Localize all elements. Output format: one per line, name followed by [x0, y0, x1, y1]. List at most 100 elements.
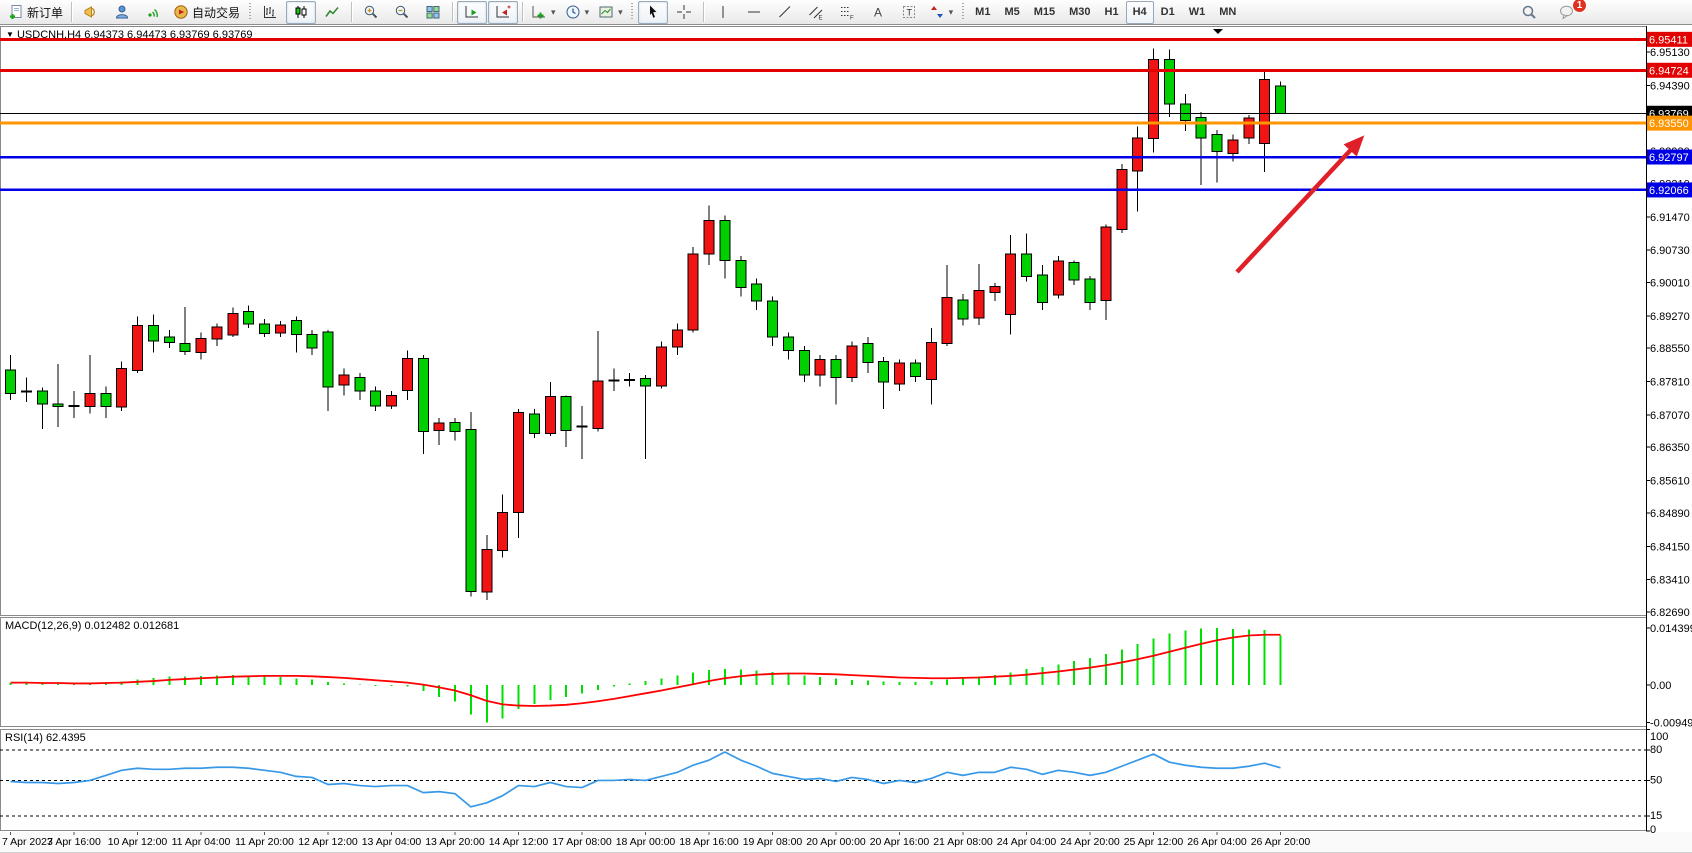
svg-text:80: 80 [1650, 744, 1662, 756]
autotrading-button[interactable]: 自动交易 [169, 1, 244, 24]
rsi-indicator-label: RSI(14) 62.4395 [5, 732, 86, 744]
candlestick-chart-icon [295, 6, 307, 18]
svg-text:15: 15 [1650, 810, 1662, 822]
svg-text:21 Apr 08:00: 21 Apr 08:00 [933, 836, 993, 848]
bar-chart-icon [264, 6, 277, 18]
toolbar-right-group: 1 [1514, 0, 1587, 24]
period-button-M15[interactable]: M15 [1033, 6, 1056, 18]
profile-button[interactable] [107, 1, 137, 24]
svg-text:26 Apr 04:00: 26 Apr 04:00 [1187, 836, 1247, 848]
zoom-in-icon [364, 5, 378, 19]
search-icon [1522, 5, 1536, 19]
indicators-icon [532, 6, 546, 19]
price-axis: 6.951306.943906.936506.929306.922106.914… [1646, 47, 1690, 619]
svg-text:6.90010: 6.90010 [1650, 277, 1690, 289]
dropdown-caret: ▾ [584, 6, 590, 17]
signal-icon [148, 8, 158, 18]
period-button-H4[interactable]: H4 [1125, 0, 1154, 24]
line-chart-icon [325, 7, 339, 17]
indicators-button[interactable]: ▾ [527, 1, 560, 24]
svg-text:26 Apr 20:00: 26 Apr 20:00 [1251, 836, 1311, 848]
candlestick-series [5, 48, 1286, 600]
svg-text:F: F [850, 16, 854, 21]
period-button-M1[interactable]: M1 [975, 6, 991, 18]
period-button-D1[interactable]: D1 [1160, 6, 1175, 18]
symbol-collapse-icon[interactable]: ▼ [6, 30, 14, 39]
price-chart[interactable]: 6.951306.943906.936506.929306.922106.914… [0, 25, 1692, 853]
cursor-tool-button[interactable] [637, 0, 668, 24]
svg-text:0.00: 0.00 [1650, 680, 1671, 692]
chat-bubble-icon [1560, 5, 1573, 20]
svg-text:50: 50 [1650, 774, 1662, 786]
macd-signal-line [10, 633, 1281, 707]
svg-text:7 Apr 16:00: 7 Apr 16:00 [47, 836, 101, 848]
vertical-line-tool-button[interactable] [708, 1, 738, 24]
svg-text:6.89270: 6.89270 [1650, 311, 1690, 323]
arrows-tool-button[interactable]: ▾ [925, 1, 958, 24]
period-button-W1[interactable]: W1 [1188, 6, 1206, 18]
svg-text:11 Apr 20:00: 11 Apr 20:00 [235, 836, 294, 848]
clock-icon [566, 5, 580, 19]
svg-text:6.85610: 6.85610 [1650, 476, 1690, 488]
svg-text:6.86350: 6.86350 [1650, 442, 1690, 454]
horizontal-line-tool-button[interactable] [739, 1, 769, 24]
dropdown-caret: ▾ [551, 6, 556, 17]
period-button-MN[interactable]: MN [1219, 6, 1237, 18]
crosshair-tool-button[interactable] [669, 1, 699, 24]
toolbar-separator [702, 2, 704, 22]
channel-tool-button[interactable]: E [801, 1, 831, 24]
macd-indicator-label: MACD(12,26,9) 0.012482 0.012681 [5, 620, 180, 632]
bar-chart-button[interactable] [255, 1, 285, 24]
horizontal-level-lines[interactable] [0, 37, 1646, 192]
text-tool-button[interactable]: A [863, 1, 893, 24]
symbol-ohlc-title: USDCNH,H4 6.94373 6.94473 6.93769 6.9376… [16, 29, 253, 41]
dropdown-caret: ▾ [948, 6, 954, 17]
svg-text:6.82690: 6.82690 [1650, 607, 1690, 619]
autotrading-label: 自动交易 [192, 5, 241, 20]
signals-button[interactable] [138, 1, 168, 24]
svg-text:6.95130: 6.95130 [1650, 47, 1690, 59]
toolbar-drag-handle [630, 3, 634, 21]
trend-arrow-annotation[interactable] [1235, 135, 1365, 274]
cursor-icon [649, 5, 657, 18]
text-label-icon: T [902, 6, 915, 18]
svg-text:6.91470: 6.91470 [1650, 212, 1690, 224]
svg-text:20 Apr 16:00: 20 Apr 16:00 [870, 836, 930, 848]
periods-button[interactable]: ▾ [561, 1, 594, 24]
pane-frames [0, 26, 1692, 853]
chart-shift-marker[interactable] [1213, 29, 1223, 34]
svg-text:0.014399: 0.014399 [1650, 623, 1692, 635]
period-button-M30[interactable]: M30 [1069, 6, 1091, 18]
svg-text:10 Apr 12:00: 10 Apr 12:00 [108, 836, 168, 848]
alerts-button[interactable] [76, 1, 106, 24]
line-chart-button[interactable] [317, 1, 347, 24]
templates-button[interactable]: ▾ [594, 1, 627, 24]
svg-text:19 Apr 08:00: 19 Apr 08:00 [743, 836, 803, 848]
chart-shift-button[interactable] [488, 0, 519, 24]
svg-text:6.94724: 6.94724 [1649, 65, 1689, 77]
period-button-H1[interactable]: H1 [1104, 6, 1119, 18]
new-order-button[interactable]: 新订单 [4, 1, 67, 24]
chat-button[interactable]: 1 [1552, 0, 1587, 24]
zoom-out-button[interactable] [387, 1, 417, 24]
svg-text:24 Apr 04:00: 24 Apr 04:00 [997, 836, 1057, 848]
candlestick-chart-button[interactable] [286, 0, 317, 24]
trendline-tool-button[interactable] [770, 1, 800, 24]
svg-text:6.95411: 6.95411 [1649, 34, 1688, 46]
zoom-in-button[interactable] [356, 1, 386, 24]
text-label-tool-button[interactable]: T [894, 1, 924, 24]
tile-windows-button[interactable] [418, 1, 448, 24]
fibonacci-tool-button[interactable]: F [832, 1, 862, 24]
svg-text:100: 100 [1650, 731, 1668, 743]
main-toolbar: 新订单 自动交易 ▾ ▾ [0, 0, 1692, 25]
toolbar-separator [71, 2, 73, 22]
auto-scroll-button[interactable] [457, 0, 488, 24]
svg-text:6.93550: 6.93550 [1649, 118, 1689, 130]
chart-window[interactable]: 6.951306.943906.936506.929306.922106.914… [0, 25, 1692, 853]
search-button[interactable] [1514, 1, 1544, 24]
period-button-M5[interactable]: M5 [1004, 6, 1020, 18]
svg-text:A: A [874, 6, 882, 20]
arrows-icon [930, 6, 943, 18]
horn-icon [84, 6, 95, 18]
new-order-label: 新订单 [27, 5, 64, 20]
